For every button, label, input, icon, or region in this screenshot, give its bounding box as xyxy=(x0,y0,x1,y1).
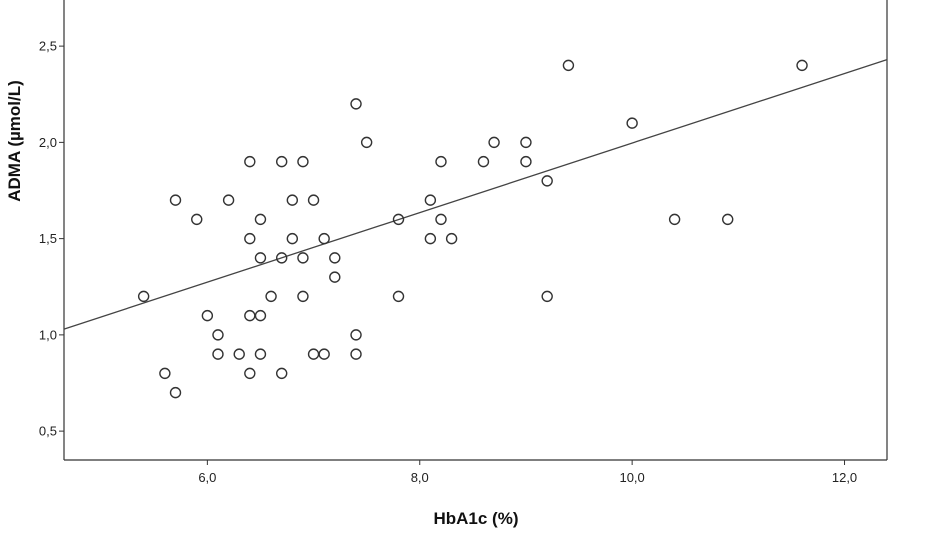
scatter-point xyxy=(626,117,638,129)
x-axis-title: HbA1c (%) xyxy=(433,509,518,528)
scatter-point xyxy=(286,194,299,206)
scatter-point xyxy=(244,367,256,380)
scatter-point xyxy=(796,59,808,72)
scatter-point xyxy=(424,194,437,206)
y-axis-title: ADMA (µmol/L) xyxy=(5,80,24,202)
scatter-point xyxy=(392,290,405,303)
scatter-point xyxy=(254,309,267,322)
scatter-point xyxy=(297,290,309,303)
scatter-point xyxy=(435,155,447,168)
plot-frame xyxy=(63,0,888,461)
scatter-point xyxy=(275,252,288,264)
scatter-point xyxy=(488,136,500,149)
scatter-point xyxy=(350,329,362,341)
scatter-point xyxy=(286,232,299,245)
scatter-point xyxy=(137,290,150,303)
scatter-point xyxy=(201,309,214,322)
scatter-point xyxy=(329,271,341,283)
scatter-point xyxy=(392,213,405,226)
y-axis-ticks: 0,5 1,0 1,5 2,0 2,5 xyxy=(39,39,64,439)
fit-line xyxy=(63,58,888,330)
x-tick-label: 6,0 xyxy=(198,470,216,485)
scatter-point xyxy=(275,155,288,168)
scatter-point xyxy=(297,155,309,168)
scatter-point xyxy=(169,386,182,399)
x-tick-label: 8,0 xyxy=(411,470,429,485)
scatter-point xyxy=(233,348,245,360)
scatter-point xyxy=(445,232,458,245)
scatter-point xyxy=(520,136,532,149)
scatter-point xyxy=(307,348,320,360)
scatter-point xyxy=(297,252,309,264)
scatter-point xyxy=(541,175,553,187)
y-tick-label: 1,5 xyxy=(39,231,57,246)
fit-line-layer xyxy=(63,58,888,330)
scatter-point xyxy=(477,155,490,168)
scatter-point xyxy=(275,367,288,380)
y-tick-label: 0,5 xyxy=(39,424,57,439)
scatter-point xyxy=(169,194,182,206)
scatter-point xyxy=(254,213,267,226)
scatter-point xyxy=(244,232,256,245)
scatter-point xyxy=(212,329,224,341)
scatter-point xyxy=(212,348,224,360)
scatter-point xyxy=(244,309,256,322)
y-tick-label: 2,0 xyxy=(39,135,57,150)
y-tick-label: 2,5 xyxy=(39,39,57,54)
scatter-point xyxy=(329,252,341,264)
scatter-point xyxy=(318,348,330,360)
x-tick-label: 10,0 xyxy=(619,470,644,485)
x-tick-label: 12,0 xyxy=(832,470,857,485)
scatter-point xyxy=(244,155,256,168)
scatter-point xyxy=(254,348,267,360)
y-tick-label: 1,0 xyxy=(39,327,57,342)
scatter-point xyxy=(562,59,575,72)
scatter-point xyxy=(265,290,277,303)
scatter-point xyxy=(350,348,362,360)
scatter-point xyxy=(222,194,235,206)
scatter-point xyxy=(318,232,330,245)
scatter-point xyxy=(350,98,362,110)
scatter-point xyxy=(307,194,320,206)
x-axis-ticks: 6,0 8,0 10,0 12,0 xyxy=(198,460,857,485)
scatter-point xyxy=(191,213,203,226)
scatter-point xyxy=(722,213,734,226)
points-layer xyxy=(137,59,808,399)
scatter-point xyxy=(520,155,532,168)
scatter-point xyxy=(254,252,267,264)
scatter-point xyxy=(360,136,373,149)
scatter-point xyxy=(424,232,437,245)
scatter-point xyxy=(159,367,171,380)
scatter-point xyxy=(541,290,553,303)
scatter-point xyxy=(435,213,447,226)
scatter-point xyxy=(668,213,681,226)
